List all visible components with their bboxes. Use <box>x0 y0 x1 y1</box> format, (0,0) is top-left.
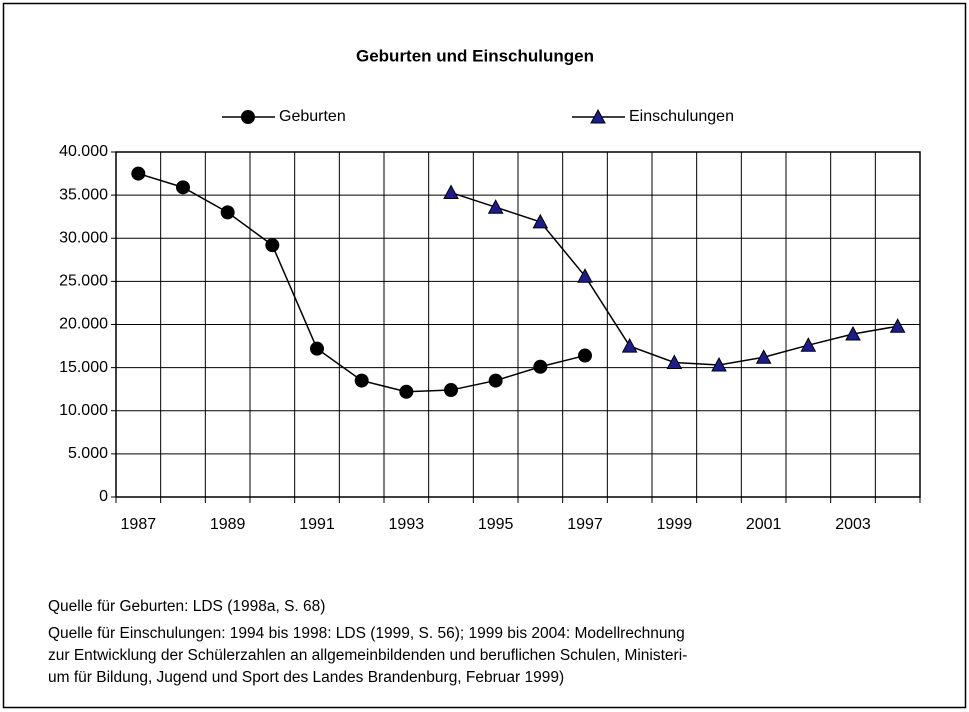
y-tick-label: 5.000 <box>68 445 108 462</box>
y-tick-label: 15.000 <box>59 359 108 376</box>
x-tick-label: 1999 <box>657 516 693 533</box>
x-tick-label: 1991 <box>299 516 335 533</box>
data-point <box>845 325 861 341</box>
legend-label: Geburten <box>279 108 346 125</box>
legend-label: Einschulungen <box>629 108 734 125</box>
data-point <box>800 337 817 352</box>
data-point <box>889 318 906 333</box>
legend-marker <box>590 108 606 124</box>
data-point <box>755 349 772 364</box>
data-point <box>443 184 459 200</box>
y-tick-label: 0 <box>99 488 108 505</box>
data-point <box>176 180 190 195</box>
source-note: Quelle für Einschulungen: 1994 bis 1998:… <box>48 625 685 642</box>
y-tick-label: 30.000 <box>59 229 108 246</box>
data-point <box>621 338 638 353</box>
y-tick-label: 25.000 <box>59 273 108 290</box>
x-tick-label: 1993 <box>389 516 425 533</box>
x-tick-label: 1995 <box>478 516 514 533</box>
chart-title: Geburten und Einschulungen <box>356 46 594 65</box>
x-tick-label: 1997 <box>567 516 603 533</box>
plot-area <box>115 151 921 498</box>
data-point <box>131 166 146 181</box>
x-tick-label: 1987 <box>121 516 157 533</box>
legend-marker <box>241 110 255 124</box>
source-note: Quelle für Geburten: LDS (1998a, S. 68) <box>48 598 325 615</box>
x-tick-label: 2003 <box>835 516 871 533</box>
y-tick-label: 35.000 <box>59 186 108 203</box>
y-tick-label: 10.000 <box>59 402 108 419</box>
x-tick-label: 2001 <box>746 516 782 533</box>
data-point <box>578 348 592 363</box>
source-note: um für Bildung, Jugend und Sport des Lan… <box>48 669 564 686</box>
y-tick-label: 40.000 <box>59 143 108 160</box>
source-note: zur Entwicklung der Schülerzahlen an all… <box>48 647 687 664</box>
data-point <box>533 359 548 374</box>
data-point <box>666 354 683 369</box>
data-point <box>577 268 593 283</box>
data-point <box>532 213 549 229</box>
data-point <box>444 383 458 398</box>
data-point <box>488 373 503 388</box>
y-tick-label: 20.000 <box>59 316 108 333</box>
data-point <box>354 373 369 388</box>
data-point <box>310 341 324 356</box>
data-point <box>220 205 235 220</box>
data-point <box>711 356 727 372</box>
x-tick-label: 1989 <box>210 516 246 533</box>
data-point <box>399 384 414 399</box>
data-point <box>487 199 504 214</box>
data-point <box>265 238 280 253</box>
